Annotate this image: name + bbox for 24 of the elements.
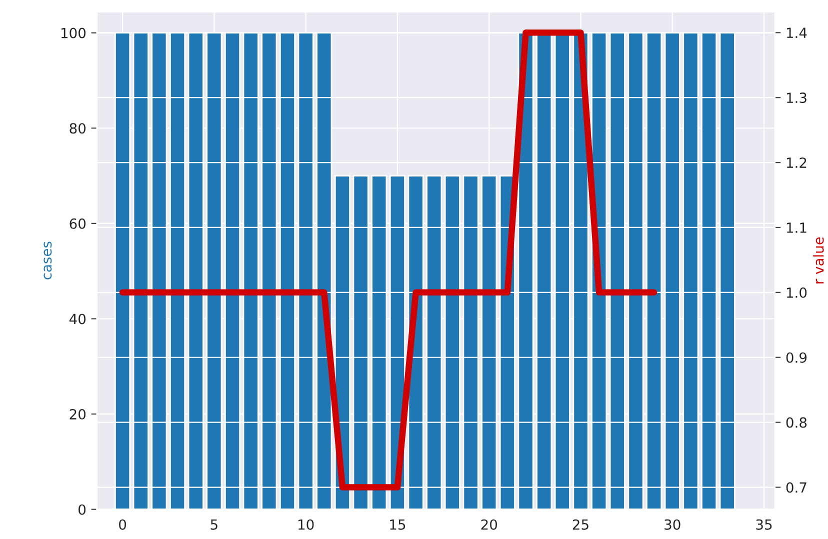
y-tick-label: 0 [78,504,86,515]
x-tick-label: 5 [210,520,218,530]
y-axis-title: cases [44,242,52,280]
x-tick-label: 25 [572,519,588,530]
y-tick-label: 100 [61,28,86,38]
x-tick-label: 30 [664,519,680,530]
y-tick-label: 80 [70,123,86,134]
y2-tick-label: 0.7 [786,482,806,493]
y-tick-label: 20 [70,409,86,420]
x-tick-label: 20 [481,519,498,530]
x-tick-label: 15 [390,520,406,530]
y2-tick-label: 1.4 [786,28,807,38]
y2-tick-label: 0.9 [786,352,807,363]
y2-tick-label: 1.2 [786,158,806,168]
x-tick-label: 10 [298,519,314,530]
y2-tick-label: 0.8 [786,417,807,428]
x-tick-label: 0 [119,519,126,530]
x-tick-label: 35 [756,519,772,530]
y2-tick-label: 1.0 [786,287,807,298]
y2-tick-label: 1.3 [786,92,806,104]
y-tick-label: 60 [70,218,86,229]
y2-tick-label: 1.1 [786,222,806,233]
y-tick-label: 40 [69,314,86,324]
y2-axis-title: r value [813,237,824,284]
